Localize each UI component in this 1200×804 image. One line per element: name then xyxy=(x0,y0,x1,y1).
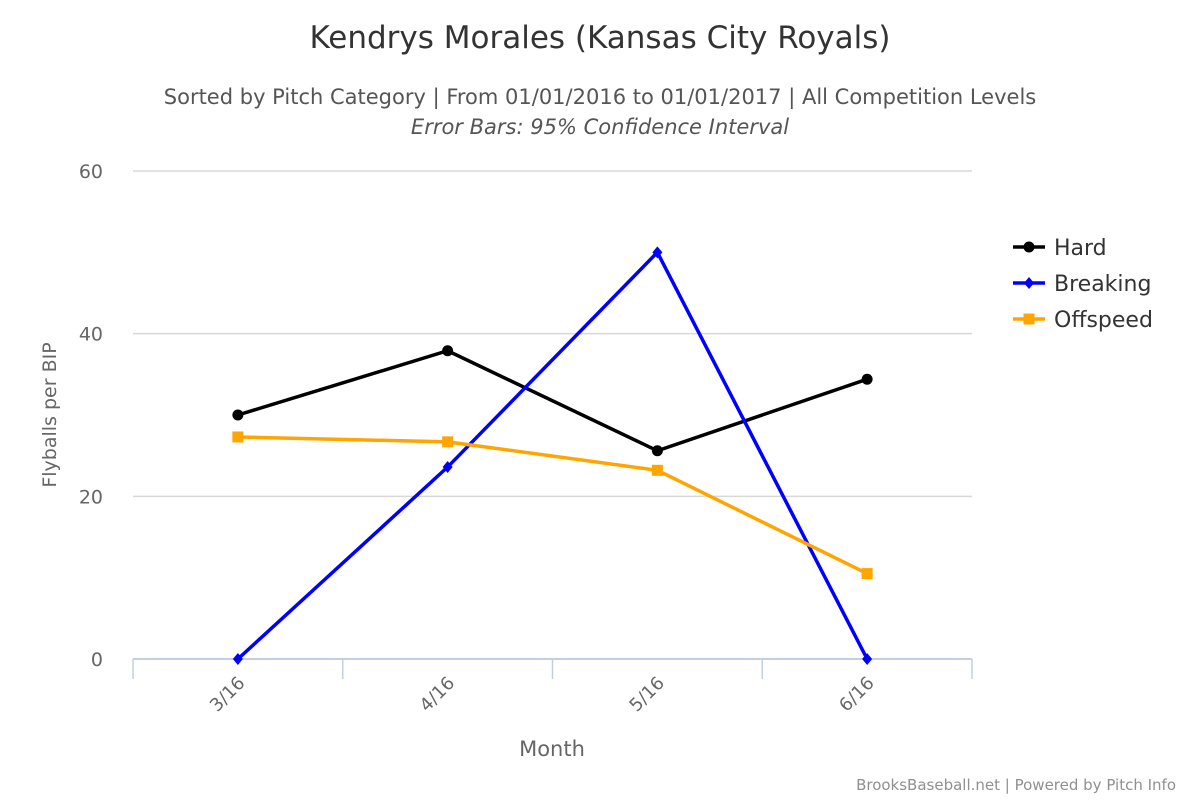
data-point-breaking xyxy=(652,246,663,259)
chart-subtitle: Sorted by Pitch Category | From 01/01/20… xyxy=(164,85,1036,110)
y-tick-label: 60 xyxy=(79,161,103,183)
series-line-breaking xyxy=(236,249,869,661)
legend-marker-breaking xyxy=(1024,277,1034,289)
legend-item-hard[interactable]: Hard xyxy=(1054,236,1107,261)
chart-title: Kendrys Morales (Kansas City Royals) xyxy=(309,20,890,56)
legend-marker-hard xyxy=(1023,241,1035,253)
gridlines xyxy=(133,170,972,498)
data-point-breaking xyxy=(232,653,243,665)
legend-item-breaking[interactable]: Breaking xyxy=(1054,272,1151,297)
y-tick-label: 40 xyxy=(79,324,103,346)
series-line-offspeed xyxy=(237,435,868,576)
legend-item-offspeed[interactable]: Offspeed xyxy=(1054,308,1153,333)
y-axis-label: Flyballs per BIP xyxy=(39,342,61,487)
data-point-breaking xyxy=(442,461,453,474)
x-tick-label: 5/16 xyxy=(625,673,668,716)
data-point-offspeed xyxy=(232,431,244,443)
data-point-breaking xyxy=(862,653,873,665)
series-line-hard xyxy=(237,348,868,453)
legend-marker-offspeed xyxy=(1023,313,1035,325)
data-point-hard xyxy=(442,345,454,357)
chart-subtitle-error-bars: Error Bars: 95% Confidence Interval xyxy=(411,115,789,139)
data-point-hard xyxy=(651,445,663,457)
data-point-offspeed xyxy=(651,464,663,476)
data-point-hard xyxy=(861,373,873,385)
x-tick-label: 4/16 xyxy=(416,673,459,716)
series-layer xyxy=(232,246,873,665)
data-point-offspeed xyxy=(442,436,454,448)
data-point-offspeed xyxy=(861,568,873,580)
legend: Hard Breaking Offspeed xyxy=(1013,236,1153,333)
x-axis-label: Month xyxy=(519,737,585,761)
y-tick-label: 0 xyxy=(91,649,103,671)
axes: 0 20 40 60 3/16 4/16 5/16 6/16 xyxy=(79,161,973,716)
credits[interactable]: BrooksBaseball.net | Powered by Pitch In… xyxy=(856,776,1176,794)
x-tick-label: 3/16 xyxy=(206,673,249,716)
y-tick-label: 20 xyxy=(79,486,103,508)
x-tick-label: 6/16 xyxy=(835,673,878,716)
data-point-hard xyxy=(232,409,244,421)
